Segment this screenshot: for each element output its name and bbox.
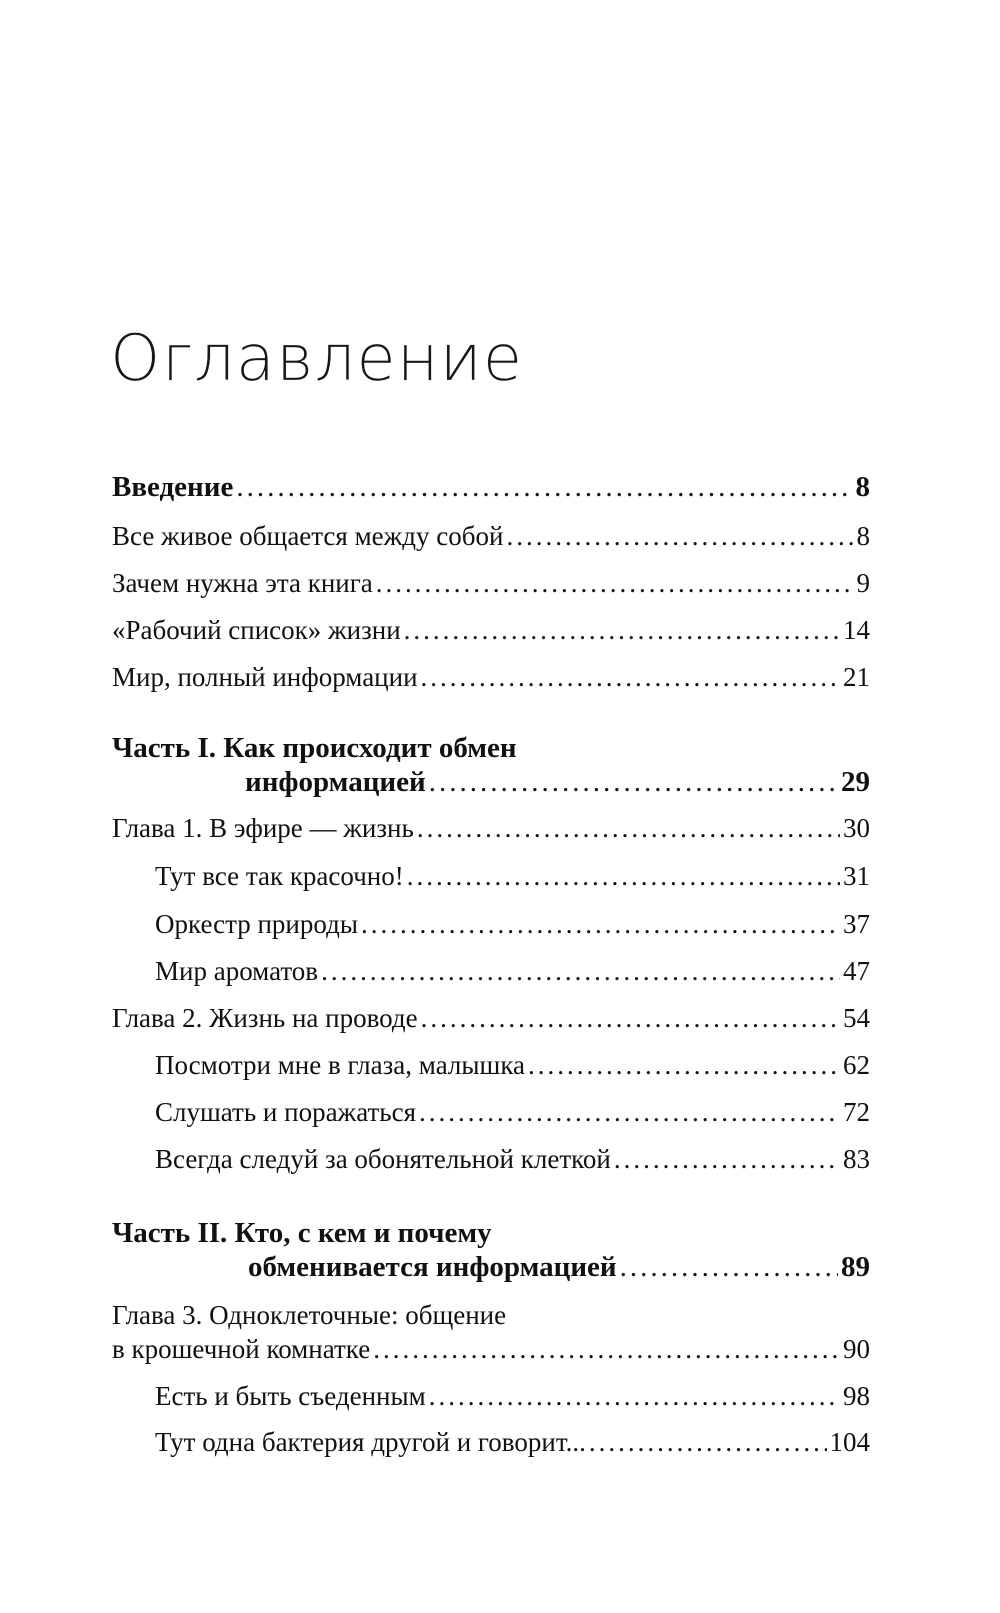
dot-leader — [421, 1001, 840, 1035]
toc-entry: Глава 1. В эфире — жизнь 30 — [112, 811, 870, 845]
dot-leader — [421, 660, 840, 694]
toc-page-number: 83 — [843, 1144, 870, 1174]
toc-entry: Зачем нужна эта книга 9 — [112, 566, 870, 600]
toc-entry-title: Мир ароматов — [155, 956, 319, 986]
toc-page-number: 21 — [843, 662, 870, 692]
dot-leader — [429, 765, 838, 799]
toc-entry: «Рабочий список» жизни 14 — [112, 613, 870, 647]
toc-section-entry: Слушать и поражаться 72 — [112, 1095, 870, 1129]
toc-entry-title: информацией — [245, 766, 426, 798]
toc-page-number: 90 — [843, 1334, 870, 1364]
toc-entry-title: Тут одна бактерия другой и говорит... — [155, 1427, 586, 1457]
toc-entry-title: Тут все так красочно! — [155, 861, 404, 891]
toc-page-number: 98 — [843, 1381, 870, 1411]
toc-section-entry: Есть и быть съеденным 98 — [112, 1379, 870, 1413]
toc-page-number: 9 — [856, 568, 871, 598]
dot-leader — [321, 954, 840, 988]
toc-page-number: 54 — [843, 1003, 870, 1033]
dot-leader — [614, 1142, 840, 1176]
dot-leader — [589, 1425, 827, 1459]
toc-page-number: 104 — [829, 1427, 871, 1457]
toc-section-entry: Оркестр природы 37 — [112, 907, 870, 941]
dot-leader — [506, 519, 853, 553]
toc-page-number: 30 — [843, 813, 870, 843]
toc-entry-title: Зачем нужна эта книга — [112, 568, 373, 598]
toc-entry-title: Введение — [112, 471, 234, 503]
toc-page-number: 89 — [841, 1251, 870, 1283]
toc-page-number: 47 — [843, 956, 870, 986]
dot-leader — [376, 566, 854, 600]
toc-page-number: 8 — [855, 471, 871, 503]
toc-page-number: 31 — [843, 861, 870, 891]
toc-part-entry: Часть II. Кто, с кем и почему обмениваетс… — [112, 1216, 870, 1284]
toc-entry-title: Всегда следуй за обонятельной клеткой — [155, 1144, 611, 1174]
dot-leader — [373, 1332, 840, 1366]
toc-entry-title: Оркестр природы — [155, 909, 358, 939]
dot-leader — [407, 859, 840, 893]
toc-page-number: 72 — [843, 1097, 870, 1127]
toc-entry-title: Слушать и поражаться — [155, 1097, 417, 1127]
toc-entry-title: Глава 2. Жизнь на проводе — [112, 1003, 418, 1033]
toc-section-entry: Посмотри мне в глаза, малышка 62 — [112, 1048, 870, 1082]
toc-page-number: 37 — [843, 909, 870, 939]
toc-page-number: 14 — [843, 615, 870, 645]
toc-entry: Все живое общается между собой 8 — [112, 519, 870, 553]
toc-entry-title: Мир, полный информации — [112, 662, 418, 692]
toc-entry-title: Посмотри мне в глаза, малышка — [155, 1050, 526, 1080]
dot-leader — [429, 1379, 840, 1413]
toc-part-entry: Введение 8 — [112, 470, 870, 504]
dot-leader — [404, 613, 840, 647]
toc-entry: Мир, полный информации 21 — [112, 660, 870, 694]
toc-entry-title: Есть и быть съеденным — [155, 1381, 426, 1411]
toc-entry-title: Все живое общается между собой — [112, 521, 504, 551]
toc-entry-title: «Рабочий список» жизни — [112, 615, 401, 645]
dot-leader — [417, 811, 840, 845]
page-title: Оглавление — [110, 322, 524, 396]
toc-entry-title: в крошечной комнатке — [112, 1334, 371, 1364]
toc-section-entry: Всегда следуй за обонятельной клеткой 83 — [112, 1142, 870, 1176]
toc-entry: Глава 2. Жизнь на проводе 54 — [112, 1001, 870, 1035]
toc-entry-title: Глава 3. Одноклеточные: общение — [112, 1300, 507, 1330]
toc-page-number: 29 — [841, 766, 870, 798]
toc-page-number: 62 — [843, 1050, 870, 1080]
toc-section-entry: Тут все так красочно! 31 — [112, 859, 870, 893]
toc-section-entry: Тут одна бактерия другой и говорит... 104 — [112, 1425, 870, 1459]
toc-entry-title: Глава 1. В эфире — жизнь — [112, 813, 414, 843]
toc-entry: Глава 3. Одноклеточные: общение в крошечн… — [112, 1298, 870, 1366]
toc-entry-title: Часть II. Кто, с кем и почему — [112, 1217, 492, 1249]
toc-entry-title: Часть I. Как происходит обмен — [112, 732, 517, 764]
dot-leader — [528, 1048, 840, 1082]
toc-entry-title: обменивается информацией — [248, 1251, 617, 1283]
toc-section-entry: Мир ароматов 47 — [112, 954, 870, 988]
toc-page-number: 8 — [856, 521, 871, 551]
dot-leader — [361, 907, 840, 941]
dot-leader — [419, 1095, 840, 1129]
dot-leader — [236, 470, 852, 504]
dot-leader — [620, 1250, 838, 1284]
toc-part-entry: Часть I. Как происходит обмен информацией… — [112, 731, 870, 799]
